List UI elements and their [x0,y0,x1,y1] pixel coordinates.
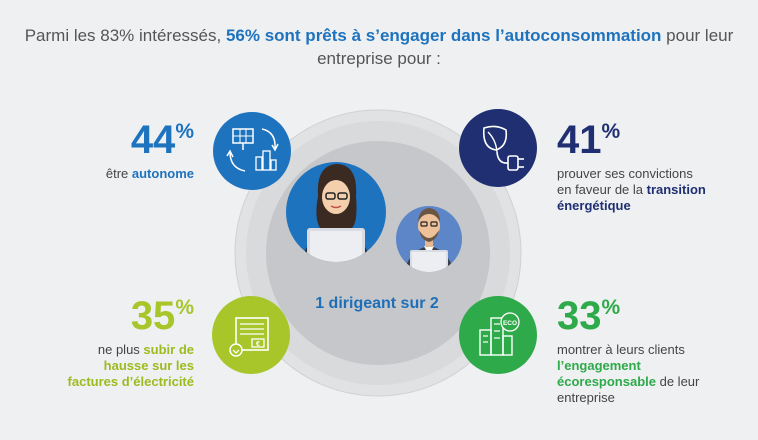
stat-percentage: 33% [557,296,717,336]
stat-number: 35 [130,294,176,338]
stat-text-after: de leur entreprise [557,374,700,405]
stat-number: 41 [557,118,602,162]
stat-description: montrer à leurs clients l’engagement éco… [557,342,707,406]
woman-avatar [286,162,386,262]
center-label: 1 dirigeant sur 2 [315,295,439,312]
headline-part1: Parmi les 83% intéressés, [24,26,226,45]
stat-ecoresponsable: 33% montrer à leurs clients l’engagement… [557,296,717,406]
stat-percentage: 35% [54,296,194,336]
stat-symbol: % [601,120,621,143]
eco-label: ECO [503,320,517,327]
stat-percentage: 44% [74,120,194,160]
stat-emphasis: transition énergétique [557,182,706,213]
stat-symbol: % [601,296,621,319]
stat-text: être [105,166,132,181]
stat-factures: 35% ne plus subir de hausse sur les fact… [54,296,194,390]
leaf-plug-icon [459,109,537,187]
solar-panel-cycle-icon [213,112,291,190]
stat-number: 44 [130,118,176,162]
headline-part2: pour leur entreprise pour : [317,26,734,68]
stat-text: prouver ses convictions en faveur de la [557,166,693,197]
stat-description: ne plus subir de hausse sur les factures… [66,342,194,390]
stat-emphasis: l’engagement écoresponsable [557,358,656,389]
stat-autonome: 44% être autonome [74,120,194,182]
headline-highlight: 56% sont prêts à s’engager dans l’autoco… [225,26,662,45]
headline: Parmi les 83% intéressés, 56% sont prêts… [0,24,758,70]
invoice-euro-icon: € [212,296,290,374]
man-avatar [396,206,462,272]
euro-label: € [256,341,260,348]
stat-emphasis: autonome [131,166,194,181]
stat-symbol: % [175,120,194,143]
stat-symbol: % [175,296,194,319]
stat-number: 33 [557,294,602,338]
stat-description: être autonome [74,166,194,182]
stat-text: montrer à leurs clients [557,342,685,357]
stat-text: ne plus [97,342,144,357]
eco-buildings-icon: ECO [459,296,537,374]
stat-convictions: 41% prouver ses convictions en faveur de… [557,120,717,214]
stat-emphasis: subir de hausse sur les factures d’élect… [67,342,194,389]
stat-description: prouver ses convictions en faveur de la … [557,166,707,214]
stat-percentage: 41% [557,120,717,160]
